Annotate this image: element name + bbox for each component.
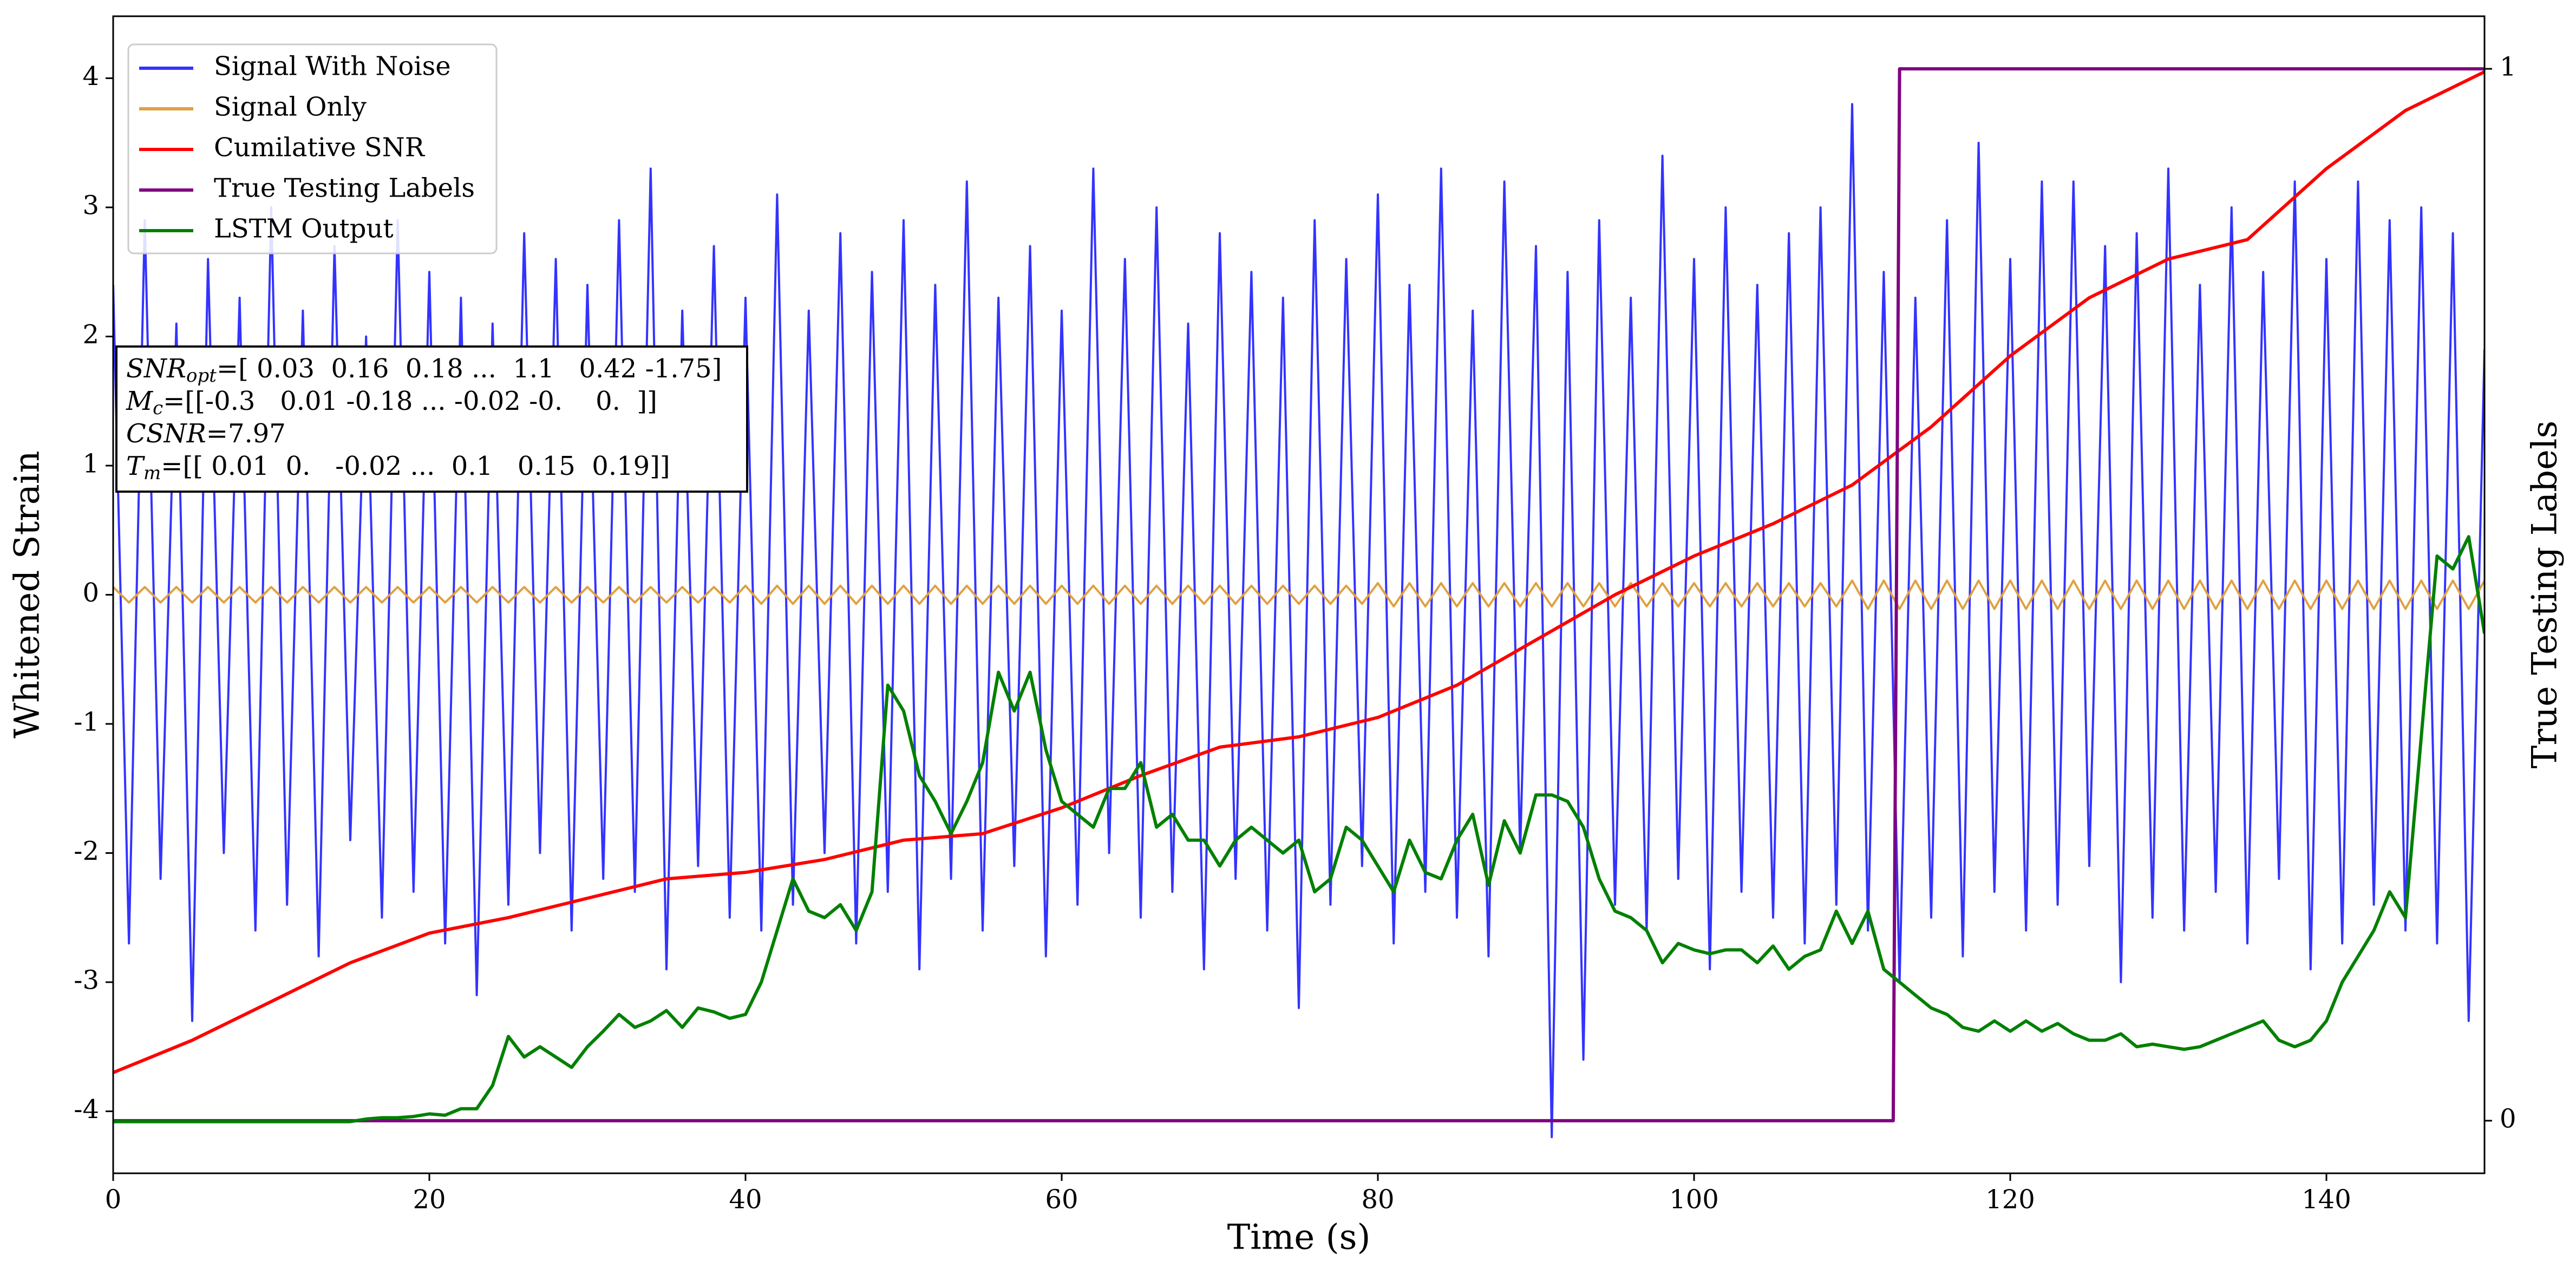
- legend-label: Signal With Noise: [214, 51, 451, 82]
- annotation-subscript: m: [143, 462, 161, 484]
- y-tick-label: 4: [82, 61, 99, 92]
- series-line: [113, 535, 2485, 1123]
- annotation-text: =[ 0.03 0.16 0.18 ... 1.1 0.42 -1.75]: [217, 354, 722, 384]
- x-tick-label: 140: [2302, 1185, 2351, 1215]
- series-line: [113, 70, 2485, 1074]
- x-axis-label: Time (s): [1227, 1218, 1371, 1258]
- annotation-text: =[[-0.3 0.01 -0.18 ... -0.02 -0. 0. ]]: [163, 386, 657, 416]
- annotation-symbol: M: [126, 386, 154, 416]
- x-tick-label: 40: [729, 1185, 762, 1215]
- x-tick-label: 80: [1361, 1185, 1394, 1215]
- x-tick-label: 100: [1669, 1185, 1719, 1215]
- legend-label: Signal Only: [214, 92, 367, 122]
- x-tick-label: 120: [1985, 1185, 2035, 1215]
- legend-label: True Testing Labels: [214, 173, 475, 204]
- x-tick-label: 0: [105, 1185, 122, 1215]
- annotation-line: Mc=[[-0.3 0.01 -0.18 ... -0.02 -0. 0. ]]: [126, 386, 657, 420]
- annotation-symbol: CSNR: [126, 419, 206, 449]
- annotation-text: =7.97: [206, 419, 286, 449]
- y-tick-label: 0: [82, 578, 99, 608]
- annotation-line: CSNR=7.97: [126, 419, 286, 449]
- y2-axis-label: True Testing Labels: [2525, 421, 2565, 769]
- y-tick-label: -3: [74, 965, 99, 996]
- y-tick-label: -4: [74, 1094, 99, 1125]
- y-tick-label: 3: [82, 190, 99, 220]
- x-tick-label: 20: [413, 1185, 446, 1215]
- annotation-box: [115, 345, 748, 493]
- x-tick-label: 60: [1045, 1185, 1078, 1215]
- legend-label: LSTM Output: [214, 214, 394, 244]
- annotation-text: =[[ 0.01 0. -0.02 ... 0.1 0.15 0.19]]: [161, 451, 670, 481]
- series-line: [113, 67, 2485, 1122]
- annotation-symbol: SNR: [126, 354, 186, 384]
- series-line: [113, 103, 2485, 1139]
- annotation-line: Tm=[[ 0.01 0. -0.02 ... 0.1 0.15 0.19]]: [126, 451, 670, 485]
- annotation-subscript: c: [153, 397, 163, 419]
- y2-tick-label: 0: [2500, 1103, 2516, 1134]
- y-axis-label: Whitened Strain: [8, 450, 48, 738]
- y-tick-label: -1: [74, 707, 99, 737]
- legend-label: Cumilative SNR: [214, 133, 426, 163]
- y-tick-label: -2: [74, 836, 99, 866]
- y-tick-label: 1: [82, 448, 99, 479]
- series-line: [113, 579, 2485, 610]
- y2-tick-label: 1: [2500, 52, 2516, 82]
- annotation-subscript: opt: [186, 365, 217, 387]
- y-tick-label: 2: [82, 319, 99, 350]
- annotation-line: SNRopt=[ 0.03 0.16 0.18 ... 1.1 0.42 -1.…: [126, 354, 722, 387]
- legend-box: [127, 43, 498, 254]
- annotation-symbol: T: [126, 451, 145, 481]
